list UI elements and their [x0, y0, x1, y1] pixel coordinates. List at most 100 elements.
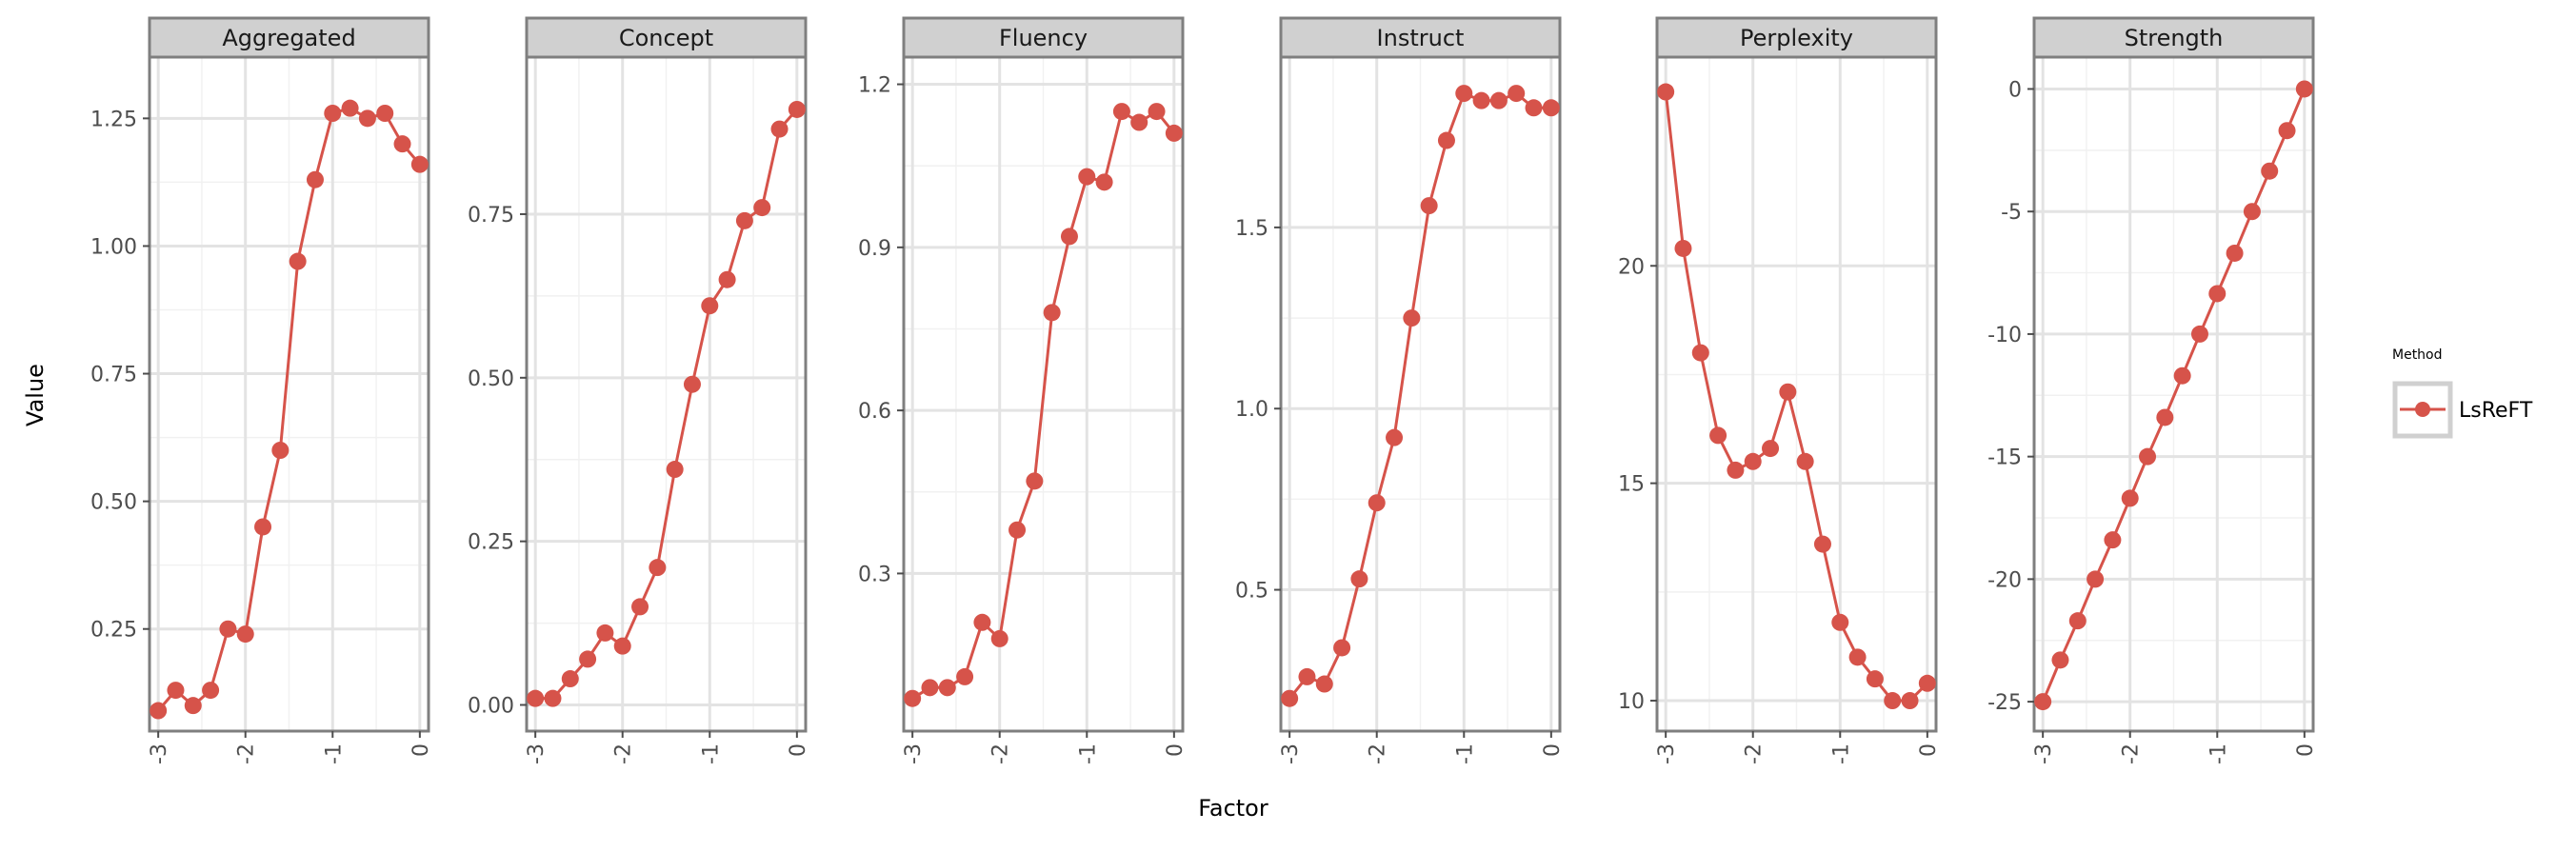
- y-tick-label: -15: [1987, 446, 2022, 470]
- data-point: [544, 689, 562, 707]
- data-point: [1709, 426, 1727, 445]
- data-point: [1472, 91, 1490, 109]
- x-tick-label: -2: [235, 743, 259, 764]
- data-point: [1403, 309, 1421, 327]
- facet-panel-instruct: Instruct 0.5 1.0 1.5 -3 -2 -1 0: [1235, 16, 1565, 764]
- facet-strip: [1279, 16, 1562, 59]
- data-point: [1008, 521, 1027, 539]
- x-tick-label: 0: [787, 743, 810, 757]
- data-point: [1866, 670, 1884, 688]
- facet-panel-concept: Concept 0.00 0.25 0.50 0.75 -3 -2 -1 0: [468, 16, 810, 764]
- series-line-lsreft: [1664, 91, 1928, 703]
- series-line-lsreft: [2041, 88, 2306, 703]
- series-line-lsreft: [911, 109, 1175, 700]
- data-point: [1078, 168, 1096, 186]
- data-point: [596, 624, 614, 642]
- data-point: [358, 109, 376, 128]
- data-point: [202, 682, 220, 700]
- facet-strip: [2032, 16, 2315, 59]
- data-point: [2261, 162, 2279, 180]
- y-tick-label: 1.0: [1235, 398, 1268, 422]
- facet-panel-strength: Strength-25-20-15-10-50-3 -2 -1 0: [1987, 16, 2318, 764]
- facet-strip: [148, 16, 430, 59]
- data-point: [410, 155, 429, 173]
- data-point: [1813, 535, 1831, 553]
- data-point: [306, 170, 324, 188]
- y-tick-label: 10: [1618, 690, 1645, 714]
- data-point: [1437, 131, 1455, 149]
- facet-panel-perplexity: Perplexity 10 15 20 -3 -2 -1 0: [1618, 16, 1941, 764]
- series-line-lsreft: [535, 109, 798, 701]
- y-tick-label: 0.00: [468, 695, 514, 719]
- y-tick-label: 0.25: [90, 619, 137, 643]
- data-point: [1918, 674, 1936, 692]
- data-point: [631, 598, 649, 616]
- x-tick-label: -1: [1453, 743, 1477, 764]
- facet-strip: [525, 16, 808, 59]
- y-tick-label: 20: [1618, 255, 1645, 279]
- legend-title: Method: [2392, 347, 2443, 363]
- data-point: [770, 120, 789, 138]
- facet-strip-label: Fluency: [999, 25, 1088, 51]
- data-point: [990, 629, 1008, 647]
- data-point: [561, 670, 579, 688]
- data-point: [904, 689, 922, 707]
- y-tick-label: 1.25: [90, 108, 137, 131]
- data-point: [1060, 228, 1078, 246]
- y-tick-label: 1.5: [1235, 217, 1268, 241]
- data-point: [1727, 461, 1745, 479]
- data-point: [2190, 325, 2208, 343]
- data-point: [2208, 285, 2227, 303]
- y-tick-label: 0.75: [90, 364, 137, 387]
- data-point: [2104, 531, 2122, 549]
- data-point: [666, 461, 684, 479]
- data-point: [236, 625, 254, 644]
- data-point: [167, 682, 185, 700]
- y-tick-label: 0.5: [1235, 580, 1268, 604]
- facet-strip: [902, 16, 1185, 59]
- data-point: [718, 270, 736, 288]
- data-point: [2087, 570, 2105, 588]
- facet-panel-fluency: Fluency 0.3 0.6 0.9 1.2 -3 -2 -1 0: [858, 16, 1188, 764]
- data-point: [289, 252, 307, 270]
- data-point: [1455, 85, 1473, 103]
- data-point: [150, 702, 168, 720]
- data-point: [613, 637, 631, 655]
- data-point: [254, 518, 272, 536]
- facet-panel-aggregated: Aggregated 0.25 0.50 0.75 1.00 1.25 -3 -2 -1 0: [90, 16, 433, 764]
- data-point: [1796, 452, 1814, 470]
- y-tick-label: 0.6: [858, 400, 891, 424]
- y-tick-label: 0.50: [90, 491, 137, 515]
- data-point: [1779, 383, 1797, 401]
- data-point: [1762, 440, 1780, 458]
- data-point: [219, 620, 237, 638]
- data-point: [2173, 367, 2191, 385]
- y-tick-label: 0.3: [858, 563, 891, 586]
- legend-key-marker: [2415, 402, 2430, 417]
- y-tick-label: -20: [1987, 568, 2022, 592]
- data-point: [1831, 613, 1849, 631]
- y-tick-label: 1.00: [90, 235, 137, 259]
- y-tick-label: 0.9: [858, 237, 891, 261]
- data-point: [1420, 197, 1438, 215]
- y-tick-label: 0.75: [468, 204, 514, 228]
- y-tick-label: 0: [2008, 78, 2022, 102]
- data-point: [2139, 447, 2157, 466]
- data-point: [2226, 244, 2244, 262]
- y-tick-label: -25: [1987, 691, 2022, 715]
- data-point: [1542, 99, 1560, 117]
- data-point: [973, 613, 991, 631]
- data-point: [649, 559, 667, 577]
- data-point: [1884, 692, 1902, 710]
- y-tick-label: 15: [1618, 473, 1645, 497]
- data-point: [1386, 428, 1404, 446]
- x-tick-label: -1: [699, 743, 723, 764]
- data-point: [788, 100, 806, 118]
- data-point: [1489, 91, 1508, 109]
- x-tick-label: -2: [1743, 743, 1767, 764]
- data-point: [579, 650, 597, 668]
- x-tick-label: 0: [1164, 743, 1188, 757]
- data-point: [1691, 344, 1709, 362]
- facet-strip-label: Instruct: [1377, 25, 1465, 51]
